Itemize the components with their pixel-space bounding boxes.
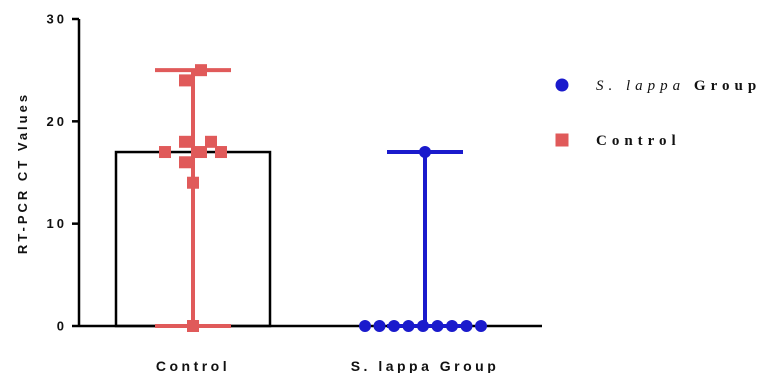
- legend-label-text-0: Group: [685, 78, 761, 94]
- data-point-1-5: [417, 320, 429, 332]
- data-point-0-2: [179, 135, 191, 148]
- data-point-1-6: [431, 320, 444, 332]
- data-point-0-9: [187, 320, 199, 332]
- data-point-1-7: [446, 320, 458, 332]
- data-point-0-7: [179, 156, 191, 169]
- data-point-0-0: [195, 64, 207, 77]
- y-tick-label-20: 20: [47, 114, 67, 129]
- data-point-1-9: [475, 320, 487, 332]
- plot-area: 0 10 20 30 Control S. lappa Group: [47, 12, 542, 373]
- legend: S. lappa Group Control: [555, 78, 761, 149]
- y-tick-label-0: 0: [57, 319, 67, 334]
- legend-label-1: Control: [596, 133, 681, 149]
- data-point-0-4: [159, 146, 171, 159]
- data-point-1-2: [373, 320, 386, 332]
- legend-label-0: S. lappa Group: [596, 78, 761, 94]
- data-point-0-1: [179, 74, 191, 87]
- legend-marker-1: [555, 133, 569, 147]
- data-point-0-8: [187, 176, 199, 189]
- data-point-1-0: [419, 146, 431, 159]
- legend-marker-0: [555, 78, 569, 92]
- data-point-1-3: [388, 320, 400, 332]
- x-category-label-1: S. lappa Group: [351, 358, 500, 373]
- data-point-1-1: [359, 320, 371, 332]
- legend-label-italic-0: S. lappa: [596, 78, 685, 94]
- x-category-label-0: Control: [156, 358, 230, 373]
- legend-label-text-1: Control: [596, 133, 681, 149]
- data-point-0-5: [195, 146, 207, 159]
- data-point-0-6: [215, 146, 227, 159]
- y-tick-label-30: 30: [47, 12, 67, 27]
- y-axis-label: RT-PCR CT Values: [15, 92, 30, 254]
- data-point-1-8: [460, 320, 473, 332]
- data-point-1-4: [402, 320, 415, 332]
- data-point-0-3: [205, 135, 217, 148]
- y-tick-label-10: 10: [47, 216, 67, 231]
